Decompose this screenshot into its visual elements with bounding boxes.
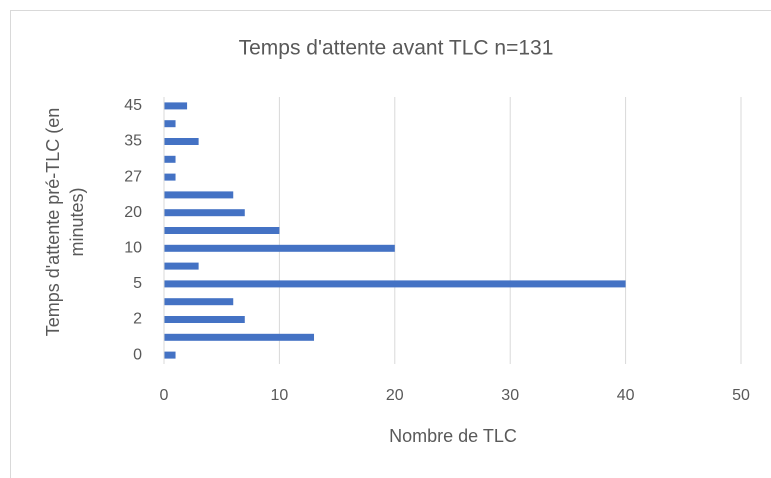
x-tick-label: 0 [160, 387, 169, 404]
bar [164, 191, 234, 199]
x-tick-label: 50 [732, 387, 750, 404]
y-tick-label: 27 [124, 168, 142, 185]
y-tick-label: 2 [133, 311, 142, 328]
bar [164, 316, 245, 323]
y-tick-label: 20 [124, 204, 142, 221]
chart-title: Temps d'attente avant TLC n=131 [239, 37, 554, 60]
bar [164, 227, 280, 234]
bar [164, 244, 395, 252]
bar [164, 102, 188, 110]
x-tick-label: 10 [271, 387, 289, 404]
y-axis-label: Temps d'attente pré-TLC (en minutes) [43, 107, 87, 337]
bar [164, 209, 245, 217]
x-tick-label: 30 [501, 387, 519, 404]
bar [164, 262, 199, 270]
x-tick-label: 40 [617, 387, 635, 404]
bar [164, 333, 315, 341]
x-tick-label: 20 [386, 387, 404, 404]
y-tick-label: 35 [124, 133, 142, 150]
bar [164, 298, 234, 306]
y-tick-label: 0 [133, 346, 142, 363]
bar [164, 280, 626, 288]
y-tick-label: 10 [124, 240, 142, 257]
y-tick-label: 45 [124, 97, 142, 114]
bar [164, 120, 176, 128]
bar [164, 173, 176, 181]
chart-border [10, 10, 771, 478]
bar [164, 351, 176, 359]
x-axis-label: Nombre de TLC [389, 426, 517, 446]
bar [164, 155, 176, 163]
bar [164, 138, 199, 145]
y-tick-label: 5 [133, 275, 142, 292]
